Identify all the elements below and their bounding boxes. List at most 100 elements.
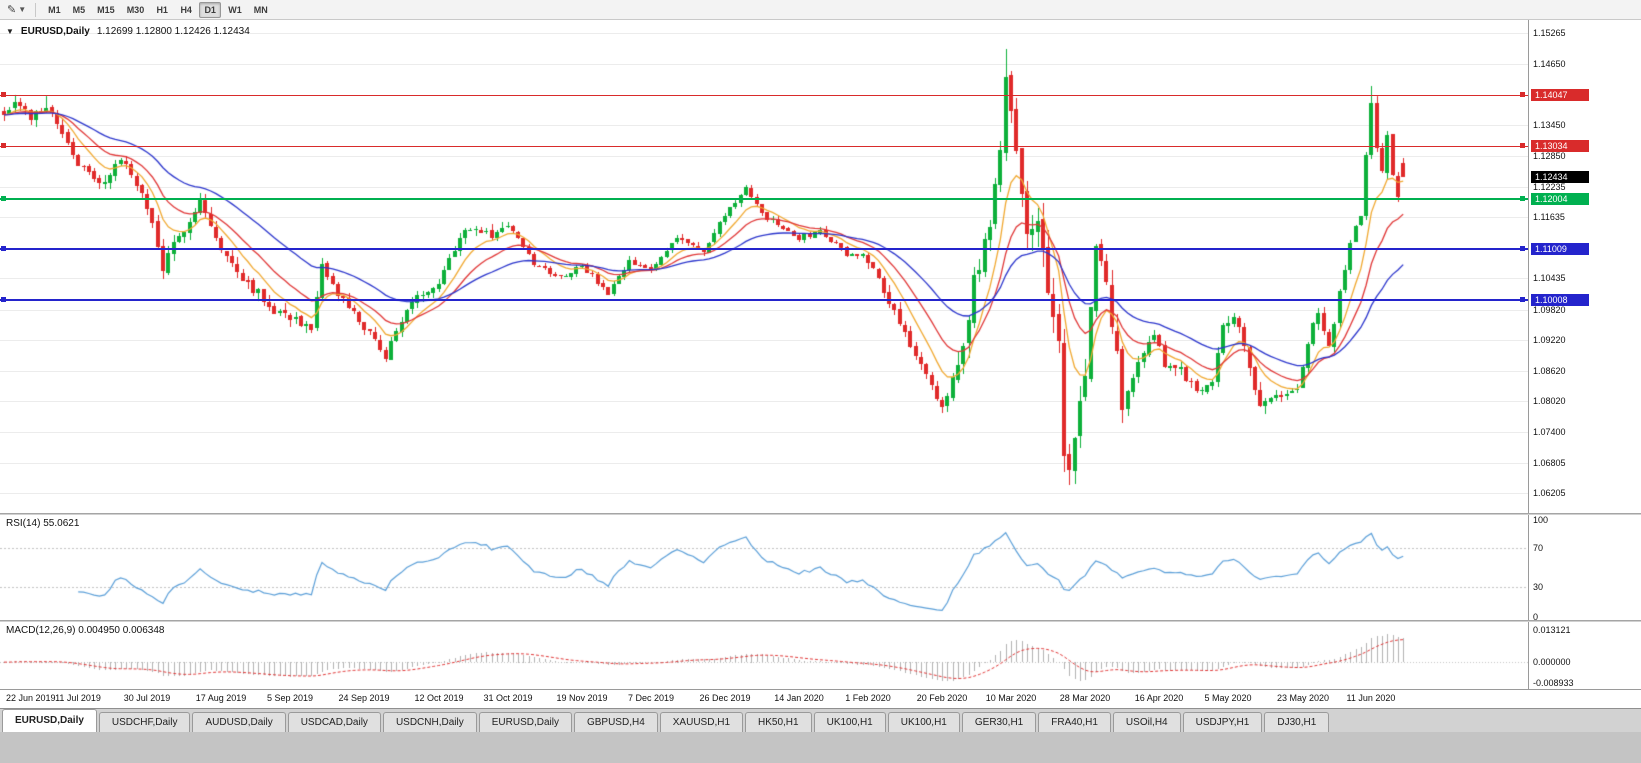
price-axis[interactable]: 1.15265 1.14650 1.13450 1.12850 1.12235 1.116… bbox=[1528, 20, 1641, 513]
horizontal-level-line[interactable] bbox=[0, 248, 1528, 250]
timeframe-button-m30[interactable]: M30 bbox=[126, 4, 145, 15]
collapse-arrow-icon[interactable]: ▼ bbox=[6, 27, 14, 36]
date-axis-label: 16 Apr 2020 bbox=[1134, 693, 1184, 703]
line-edge-marker bbox=[1, 196, 6, 201]
chart-tab[interactable]: USOil,H4 bbox=[1112, 712, 1181, 732]
line-edge-marker bbox=[1520, 196, 1525, 201]
macd-indicator-canvas[interactable] bbox=[0, 622, 1528, 689]
toolbar-separator bbox=[35, 2, 37, 17]
chart-title: ▼ EURUSD,Daily 1.12699 1.12800 1.12426 1… bbox=[6, 26, 250, 37]
price-axis-label: 1.09820 bbox=[1533, 305, 1566, 315]
macd-label: MACD(12,26,9) 0.004950 0.006348 bbox=[6, 625, 165, 636]
current-price-badge: 1.12434 bbox=[1531, 171, 1589, 183]
chart-tab[interactable]: DJ30,H1 bbox=[1264, 712, 1330, 732]
price-axis-label: 1.06205 bbox=[1533, 488, 1566, 498]
date-axis-label: 23 May 2020 bbox=[1276, 693, 1330, 703]
chart-tab[interactable]: XAUUSD,H1 bbox=[659, 712, 744, 732]
date-axis-label: 17 Aug 2019 bbox=[195, 693, 247, 703]
window-bottom-area bbox=[0, 732, 1641, 763]
panel-splitter[interactable] bbox=[0, 513, 1641, 515]
horizontal-lines-layer bbox=[0, 20, 1528, 513]
chart-tab[interactable]: UK100,H1 bbox=[887, 712, 960, 732]
date-axis-label: 20 Feb 2020 bbox=[916, 693, 968, 703]
chart-tab[interactable]: AUDUSD,Daily bbox=[192, 712, 286, 732]
date-axis-label: 10 Mar 2020 bbox=[985, 693, 1037, 703]
rsi-axis[interactable]: 100 70 30 0 bbox=[1528, 515, 1641, 620]
chart-tab-bar: EURUSD,Daily USDCHF,Daily AUDUSD,Daily USDC… bbox=[0, 708, 1641, 732]
rsi-axis-label: 30 bbox=[1533, 582, 1544, 592]
main-chart-panel: ▼ EURUSD,Daily 1.12699 1.12800 1.12426 1… bbox=[0, 20, 1641, 513]
price-axis-label: 1.10435 bbox=[1533, 273, 1566, 283]
macd-axis[interactable]: 0.013121 0.000000 -0.008933 bbox=[1528, 622, 1641, 689]
price-level-badge: 1.10008 bbox=[1531, 294, 1589, 306]
chart-tab[interactable]: FRA40,H1 bbox=[1038, 712, 1111, 732]
candlestick-chart-canvas[interactable] bbox=[0, 20, 1528, 513]
chart-tab[interactable]: GER30,H1 bbox=[961, 712, 1037, 732]
price-axis-label: 1.06805 bbox=[1533, 458, 1566, 468]
date-axis-label: 30 Jul 2019 bbox=[123, 693, 171, 703]
chart-tab[interactable]: UK100,H1 bbox=[813, 712, 886, 732]
rsi-axis-label: 100 bbox=[1533, 515, 1549, 525]
rsi-axis-label: 0 bbox=[1533, 612, 1539, 620]
price-axis-label: 1.09220 bbox=[1533, 335, 1566, 345]
line-edge-marker bbox=[1520, 246, 1525, 251]
date-axis[interactable]: 22 Jun 2019 11 Jul 2019 30 Jul 2019 17 Aug … bbox=[0, 689, 1641, 708]
timeframe-button-m1[interactable]: M1 bbox=[48, 4, 61, 15]
horizontal-level-line[interactable] bbox=[0, 299, 1528, 301]
timeframe-button-w1[interactable]: W1 bbox=[228, 4, 242, 15]
date-axis-label: 7 Dec 2019 bbox=[627, 693, 675, 703]
date-axis-label: 19 Nov 2019 bbox=[556, 693, 608, 703]
timeframe-button-h1[interactable]: H1 bbox=[156, 4, 168, 15]
chart-ohlc-values: 1.12699 1.12800 1.12426 1.12434 bbox=[96, 26, 250, 37]
macd-axis-label: 0.013121 bbox=[1533, 625, 1571, 635]
price-axis-label: 1.08620 bbox=[1533, 366, 1566, 376]
date-axis-label: 1 Feb 2020 bbox=[845, 693, 891, 703]
price-level-badge: 1.13034 bbox=[1531, 140, 1589, 152]
timeframe-button-h4[interactable]: H4 bbox=[180, 4, 192, 15]
chart-tab[interactable]: USDCAD,Daily bbox=[287, 712, 381, 732]
price-axis-label: 1.15265 bbox=[1533, 28, 1566, 38]
chart-tab[interactable]: USDJPY,H1 bbox=[1182, 712, 1263, 732]
price-axis-label: 1.13450 bbox=[1533, 120, 1566, 130]
price-axis-label: 1.08020 bbox=[1533, 396, 1566, 406]
horizontal-level-line[interactable] bbox=[0, 95, 1528, 96]
timeframe-button-mn[interactable]: MN bbox=[253, 4, 268, 15]
date-axis-label: 12 Oct 2019 bbox=[414, 693, 464, 703]
top-toolbar: ✎ ▼ M1 M5 M15 M30 H1 H4 D1 W1 MN bbox=[0, 0, 1641, 20]
line-edge-marker bbox=[1520, 92, 1525, 97]
chart-symbol-label: EURUSD,Daily bbox=[20, 26, 90, 37]
chart-tab[interactable]: EURUSD,Daily bbox=[478, 712, 572, 732]
timeframe-button-m15[interactable]: M15 bbox=[97, 4, 115, 15]
rsi-axis-label: 70 bbox=[1533, 543, 1544, 553]
horizontal-level-line[interactable] bbox=[0, 198, 1528, 200]
price-level-badge: 1.14047 bbox=[1531, 89, 1589, 101]
rsi-indicator-canvas[interactable] bbox=[0, 515, 1528, 620]
chart-tab[interactable]: USDCHF,Daily bbox=[98, 712, 191, 732]
date-axis-label: 26 Dec 2019 bbox=[699, 693, 751, 703]
draw-tool-icon[interactable]: ✎ bbox=[7, 4, 17, 16]
chevron-down-icon[interactable]: ▼ bbox=[18, 5, 27, 14]
timeframe-button-group: M1 M5 M15 M30 H1 H4 D1 W1 MN bbox=[42, 1, 274, 18]
line-edge-marker bbox=[1, 143, 6, 148]
line-edge-marker bbox=[1520, 297, 1525, 302]
horizontal-level-line[interactable] bbox=[0, 146, 1528, 147]
macd-panel: MACD(12,26,9) 0.004950 0.006348 0.013121… bbox=[0, 622, 1641, 689]
price-axis-label: 1.14650 bbox=[1533, 59, 1566, 69]
date-axis-label: 11 Jul 2019 bbox=[55, 693, 101, 703]
price-axis-label: 1.11635 bbox=[1533, 212, 1565, 222]
date-axis-label: 5 Sep 2019 bbox=[266, 693, 314, 703]
chart-tab[interactable]: HK50,H1 bbox=[745, 712, 812, 732]
date-axis-label: 28 Mar 2020 bbox=[1059, 693, 1111, 703]
chart-tab[interactable]: GBPUSD,H4 bbox=[573, 712, 658, 732]
chart-tab[interactable]: USDCNH,Daily bbox=[382, 712, 477, 732]
price-level-badge: 1.12004 bbox=[1531, 193, 1589, 205]
line-edge-marker bbox=[1520, 143, 1525, 148]
line-edge-marker bbox=[1, 92, 6, 97]
timeframe-button-d1[interactable]: D1 bbox=[199, 1, 222, 18]
date-axis-label: 31 Oct 2019 bbox=[483, 693, 533, 703]
date-axis-label: 24 Sep 2019 bbox=[338, 693, 390, 703]
timeframe-button-m5[interactable]: M5 bbox=[72, 4, 86, 15]
panel-splitter[interactable] bbox=[0, 620, 1641, 622]
chart-tab[interactable]: EURUSD,Daily bbox=[2, 709, 97, 732]
